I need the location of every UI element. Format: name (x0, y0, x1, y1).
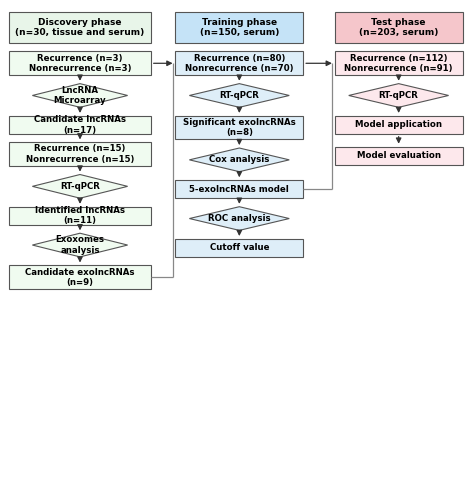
Text: Cutoff value: Cutoff value (210, 243, 269, 253)
FancyBboxPatch shape (9, 207, 151, 225)
Text: Significant exolncRNAs
(n=8): Significant exolncRNAs (n=8) (183, 118, 296, 137)
FancyBboxPatch shape (335, 147, 463, 165)
FancyBboxPatch shape (175, 116, 303, 140)
Text: Exoxomes
analysis: Exoxomes analysis (55, 235, 104, 255)
Text: Recurrence (n=15)
Nonrecurrence (n=15): Recurrence (n=15) Nonrecurrence (n=15) (26, 144, 134, 164)
FancyBboxPatch shape (175, 52, 303, 75)
Text: ROC analysis: ROC analysis (208, 214, 271, 223)
Text: Test phase
(n=203, serum): Test phase (n=203, serum) (359, 18, 438, 37)
FancyBboxPatch shape (9, 142, 151, 166)
FancyBboxPatch shape (335, 12, 463, 43)
Text: LncRNA
Microarray: LncRNA Microarray (54, 86, 106, 105)
Text: Identified lncRNAs
(n=11): Identified lncRNAs (n=11) (35, 206, 125, 226)
Text: RT-qPCR: RT-qPCR (379, 91, 419, 100)
Polygon shape (349, 84, 448, 107)
FancyBboxPatch shape (175, 180, 303, 198)
Polygon shape (190, 148, 289, 171)
Polygon shape (32, 174, 128, 198)
Polygon shape (32, 233, 128, 257)
FancyBboxPatch shape (9, 12, 151, 43)
Text: Model application: Model application (355, 120, 442, 129)
Text: Recurrence (n=3)
Nonrecurrence (n=3): Recurrence (n=3) Nonrecurrence (n=3) (29, 54, 131, 73)
FancyBboxPatch shape (9, 52, 151, 75)
Text: Recurrence (n=112)
Nonrecurrence (n=91): Recurrence (n=112) Nonrecurrence (n=91) (345, 54, 453, 73)
Text: Discovery phase
(n=30, tissue and serum): Discovery phase (n=30, tissue and serum) (15, 18, 145, 37)
FancyBboxPatch shape (335, 116, 463, 134)
FancyBboxPatch shape (175, 239, 303, 257)
Text: Training phase
(n=150, serum): Training phase (n=150, serum) (200, 18, 279, 37)
Polygon shape (32, 84, 128, 107)
Text: Recurrence (n=80)
Nonrecurrence (n=70): Recurrence (n=80) Nonrecurrence (n=70) (185, 54, 293, 73)
FancyBboxPatch shape (9, 265, 151, 289)
FancyBboxPatch shape (9, 116, 151, 134)
Polygon shape (190, 207, 289, 230)
Text: Cox analysis: Cox analysis (209, 156, 270, 164)
FancyBboxPatch shape (335, 52, 463, 75)
Text: Candidate lncRNAs
(n=17): Candidate lncRNAs (n=17) (34, 115, 126, 135)
Text: RT-qPCR: RT-qPCR (219, 91, 259, 100)
FancyBboxPatch shape (175, 12, 303, 43)
Polygon shape (190, 84, 289, 107)
Text: Candidate exolncRNAs
(n=9): Candidate exolncRNAs (n=9) (25, 268, 135, 287)
Text: 5-exolncRNAs model: 5-exolncRNAs model (190, 185, 289, 194)
Text: RT-qPCR: RT-qPCR (60, 182, 100, 191)
Text: Model evaluation: Model evaluation (356, 151, 441, 160)
